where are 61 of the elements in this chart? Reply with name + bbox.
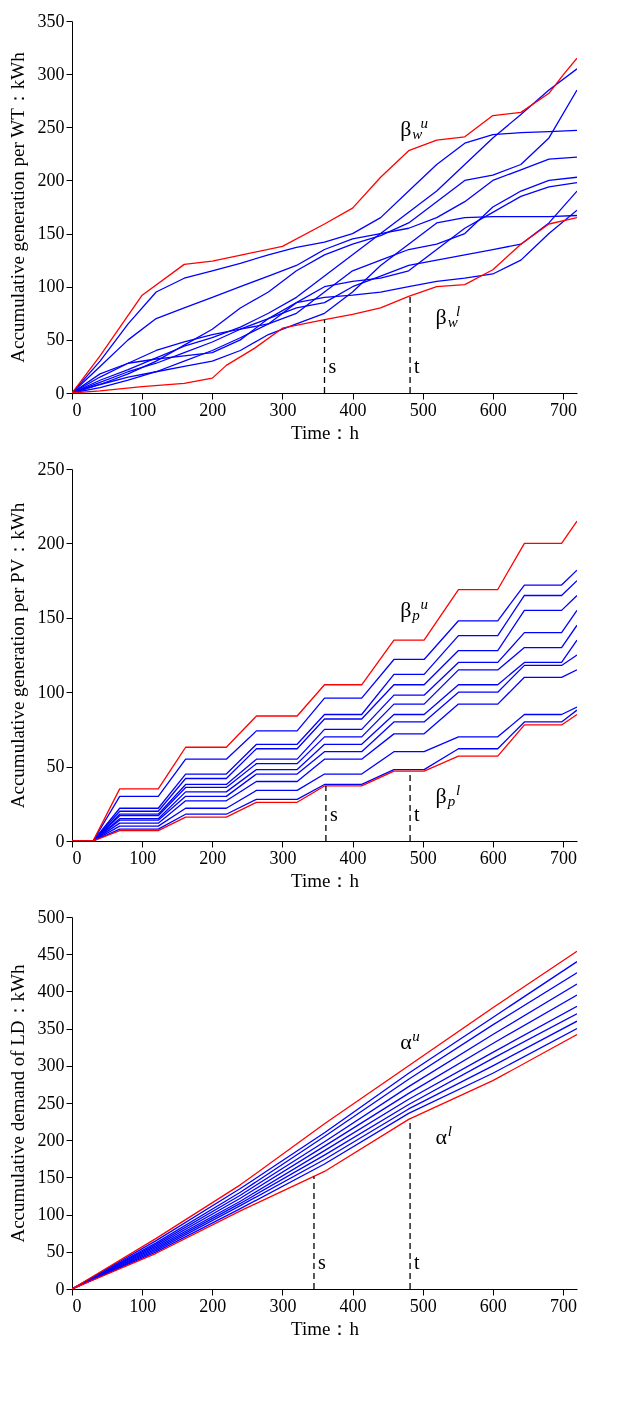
y-tick-label: 100 <box>37 1204 65 1225</box>
y-tick-label: 250 <box>37 458 65 479</box>
x-axis-title: Time：h <box>291 421 360 443</box>
x-tick-label: 100 <box>129 847 157 868</box>
y-tick-label: 350 <box>37 10 65 31</box>
x-tick-label: 300 <box>269 847 297 868</box>
y-axis-title: Accumulative generation per PV：kWh <box>6 502 28 809</box>
y-tick-label: 200 <box>37 532 65 553</box>
ref-line-label: s <box>317 1250 326 1273</box>
y-tick-label: 200 <box>37 1129 65 1150</box>
y-tick-label: 100 <box>37 276 65 297</box>
x-tick-label: 400 <box>339 847 367 868</box>
x-tick-label: 500 <box>409 847 437 868</box>
y-tick-label: 200 <box>37 169 65 190</box>
y-tick-label: 250 <box>37 116 65 137</box>
y-tick-label: 50 <box>46 329 65 350</box>
y-tick-label: 100 <box>37 681 65 702</box>
y-tick-label: 400 <box>37 980 65 1001</box>
x-tick-label: 300 <box>269 1295 297 1316</box>
ref-line-label: t <box>414 1250 421 1273</box>
x-tick-label: 100 <box>129 399 157 420</box>
x-tick-label: 600 <box>479 847 507 868</box>
x-tick-label: 700 <box>549 1295 577 1316</box>
x-tick-label: 400 <box>339 399 367 420</box>
y-tick-label: 0 <box>55 830 65 851</box>
ref-line-label: s <box>329 802 338 825</box>
x-tick-label: 100 <box>129 1295 157 1316</box>
y-tick-label: 350 <box>37 1018 65 1039</box>
y-tick-label: 300 <box>37 63 65 84</box>
y-tick-label: 50 <box>46 1241 65 1262</box>
y-tick-label: 0 <box>55 382 65 403</box>
y-tick-label: 0 <box>55 1278 65 1299</box>
x-tick-label: 0 <box>72 847 82 868</box>
ref-line-label: t <box>414 354 421 377</box>
x-tick-label: 200 <box>199 847 227 868</box>
x-tick-label: 400 <box>339 1295 367 1316</box>
x-tick-label: 500 <box>409 1295 437 1316</box>
x-tick-label: 700 <box>549 847 577 868</box>
y-axis-title: Accumulative generation per WT：kWh <box>6 51 28 363</box>
y-axis-title: Accumulative demand of LD：kWh <box>6 963 28 1243</box>
x-tick-label: 300 <box>269 399 297 420</box>
ref-line-label: s <box>328 354 337 377</box>
x-tick-label: 500 <box>409 399 437 420</box>
x-tick-label: 200 <box>199 399 227 420</box>
x-axis-title: Time：h <box>291 1317 360 1339</box>
y-tick-label: 150 <box>37 1166 65 1187</box>
y-tick-label: 250 <box>37 1092 65 1113</box>
y-tick-label: 150 <box>37 223 65 244</box>
x-tick-label: 600 <box>479 399 507 420</box>
x-tick-label: 700 <box>549 399 577 420</box>
ref-line-label: t <box>414 802 421 825</box>
x-axis-title: Time：h <box>291 869 360 891</box>
x-tick-label: 0 <box>72 1295 82 1316</box>
y-tick-label: 50 <box>46 756 65 777</box>
y-tick-label: 150 <box>37 607 65 628</box>
y-tick-label: 500 <box>37 906 65 927</box>
y-tick-label: 300 <box>37 1055 65 1076</box>
x-tick-label: 600 <box>479 1295 507 1316</box>
x-tick-label: 200 <box>199 1295 227 1316</box>
x-tick-label: 0 <box>72 399 82 420</box>
y-tick-label: 450 <box>37 943 65 964</box>
